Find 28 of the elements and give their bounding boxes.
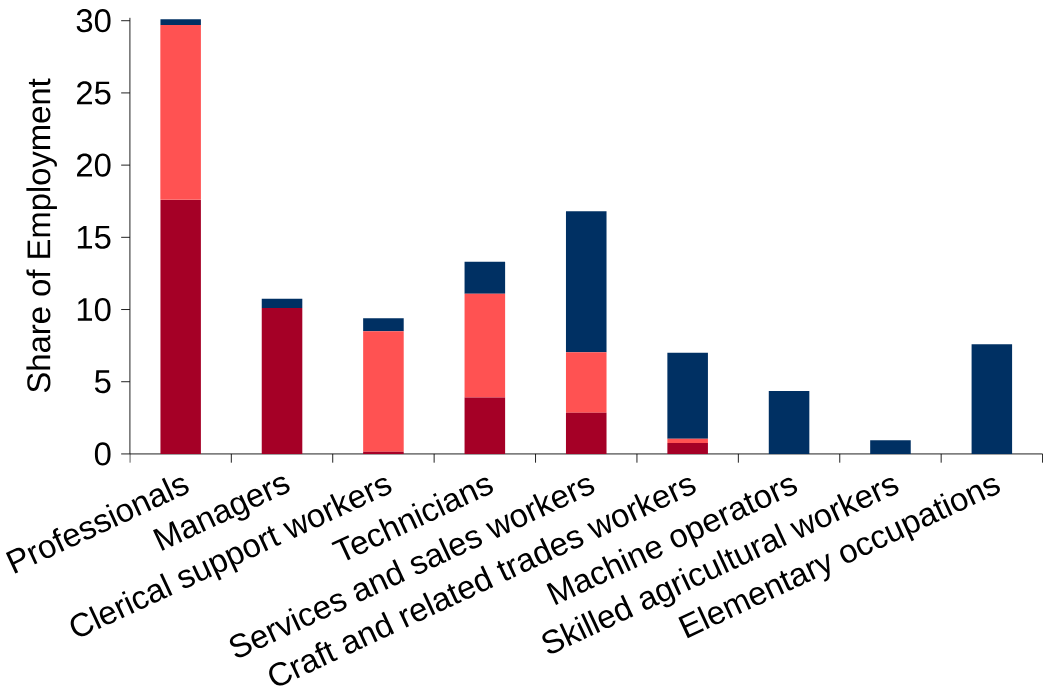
- bar: [363, 318, 404, 332]
- bar: [565, 413, 607, 455]
- y-axis-title: Share of Employment: [26, 78, 57, 393]
- bar: [565, 352, 607, 414]
- bar: [870, 440, 911, 455]
- bar: [261, 308, 303, 455]
- y-tick-label: 5: [94, 370, 111, 394]
- bar: [464, 293, 506, 398]
- bar: [667, 443, 708, 455]
- y-tick-label: 30: [76, 9, 111, 33]
- bar: [160, 19, 201, 26]
- y-tick-label: 10: [77, 298, 111, 322]
- bar: [464, 397, 506, 455]
- bar: [565, 211, 607, 353]
- bar: [160, 200, 201, 455]
- bar: [464, 262, 506, 294]
- bar: [363, 331, 404, 453]
- y-tick-label: 20: [77, 153, 111, 177]
- bar: [667, 439, 708, 444]
- bar: [971, 344, 1013, 455]
- y-tick-label: 25: [77, 81, 111, 105]
- bar: [363, 452, 404, 455]
- bar: [261, 298, 303, 309]
- bar: [667, 353, 708, 440]
- y-tick-label: 0: [94, 442, 111, 466]
- bar: [160, 25, 201, 201]
- bar: [768, 391, 810, 455]
- y-tick-label: 15: [77, 226, 111, 249]
